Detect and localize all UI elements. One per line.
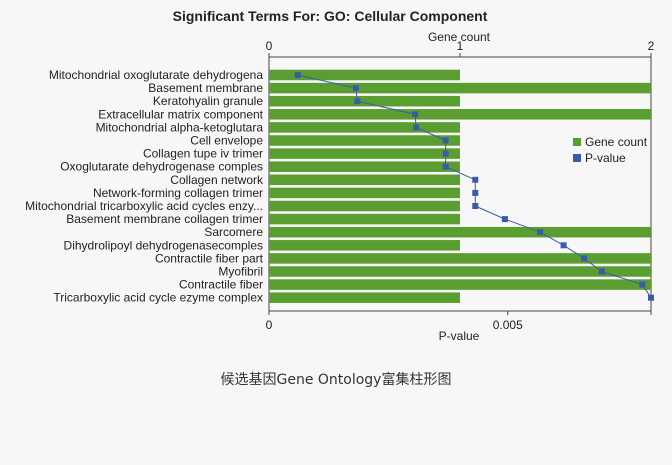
gene-count-bar bbox=[269, 69, 460, 81]
gene-count-bar bbox=[269, 148, 460, 159]
top-axis-tick-label: 1 bbox=[457, 39, 464, 53]
legend-label-gene-count: Gene count bbox=[585, 135, 648, 149]
gene-count-bar bbox=[269, 174, 460, 186]
category-label: Contractile fiber bbox=[179, 278, 263, 292]
p-value-marker bbox=[442, 163, 449, 170]
gene-count-bar bbox=[269, 292, 460, 303]
gene-count-bar bbox=[269, 109, 651, 120]
p-value-marker bbox=[472, 189, 479, 196]
chart-title: Significant Terms For: GO: Cellular Comp… bbox=[173, 8, 488, 24]
category-label: Mitochondrial tricarboxylic acid cycles … bbox=[25, 199, 263, 213]
category-label: Contractile fiber part bbox=[155, 251, 264, 265]
p-value-marker bbox=[412, 111, 419, 118]
legend-label-p-value: P-value bbox=[585, 151, 626, 165]
gene-count-bar bbox=[269, 187, 460, 199]
gene-count-bar bbox=[269, 95, 460, 107]
p-value-marker bbox=[294, 72, 301, 78]
gene-count-bar bbox=[269, 266, 651, 277]
top-axis-tick-label: 2 bbox=[648, 39, 655, 53]
category-label: Collagen network bbox=[170, 173, 264, 187]
p-value-marker bbox=[648, 294, 654, 301]
p-value-line bbox=[297, 74, 652, 298]
gene-count-bar bbox=[269, 253, 651, 264]
go-enrichment-chart: Significant Terms For: GO: Cellular Comp… bbox=[25, 8, 655, 343]
category-label: Tricarboxylic acid cycle ezyme complex bbox=[53, 291, 263, 305]
gene-count-bar bbox=[269, 122, 460, 133]
category-label: Basement membrane bbox=[148, 81, 263, 95]
gene-count-bar bbox=[269, 200, 460, 212]
gene-count-bar bbox=[269, 279, 651, 290]
p-value-marker bbox=[442, 150, 449, 157]
bottom-axis-tick-label: 0.005 bbox=[493, 318, 523, 332]
category-label: Myofibril bbox=[218, 265, 263, 279]
legend-swatch-gene-count bbox=[573, 138, 581, 146]
category-label: Cell envelope bbox=[190, 134, 263, 148]
category-label: Collagen tupe iv trimer bbox=[143, 147, 263, 161]
category-label: Keratohyalin granule bbox=[153, 94, 263, 108]
p-value-marker bbox=[560, 242, 567, 249]
gene-count-bar bbox=[269, 82, 651, 94]
p-value-marker bbox=[537, 229, 544, 236]
category-label: Dihydrolipoyl dehydrogenasecomples bbox=[64, 238, 263, 252]
gene-count-bar bbox=[269, 135, 460, 146]
p-value-marker bbox=[354, 98, 361, 105]
top-axis-label: Gene count bbox=[428, 30, 491, 44]
gene-count-bar bbox=[269, 161, 460, 172]
p-value-marker bbox=[472, 203, 479, 209]
category-label: Mitochondrial alpha-ketoglutara bbox=[96, 120, 264, 134]
bottom-axis-label: P-value bbox=[439, 329, 480, 343]
p-value-marker bbox=[639, 281, 646, 288]
gene-count-bar bbox=[269, 240, 460, 251]
category-label: Basement membrane collagen trimer bbox=[66, 212, 263, 226]
top-axis-tick-label: 0 bbox=[266, 39, 273, 53]
category-label: Network-forming collagen trimer bbox=[93, 186, 263, 200]
bottom-axis-tick-label: 0 bbox=[266, 318, 273, 332]
category-label: Extracellular matrix component bbox=[98, 107, 263, 121]
legend-swatch-p-value bbox=[573, 154, 581, 162]
gene-count-bar bbox=[269, 226, 651, 238]
category-label: Mitochondrial oxoglutarate dehydrogena bbox=[49, 68, 263, 82]
p-value-marker bbox=[352, 85, 359, 92]
p-value-marker bbox=[472, 176, 479, 183]
category-label: Sarcomere bbox=[204, 225, 263, 239]
gene-count-bar bbox=[269, 213, 460, 225]
p-value-marker bbox=[413, 124, 420, 131]
figure-caption: 候选基因Gene Ontology富集柱形图 bbox=[220, 372, 452, 388]
p-value-marker bbox=[598, 268, 605, 275]
p-value-marker bbox=[442, 137, 449, 144]
p-value-marker bbox=[581, 255, 588, 262]
p-value-marker bbox=[501, 216, 508, 223]
category-label: Oxoglutarate dehydrogenase comples bbox=[60, 160, 263, 174]
